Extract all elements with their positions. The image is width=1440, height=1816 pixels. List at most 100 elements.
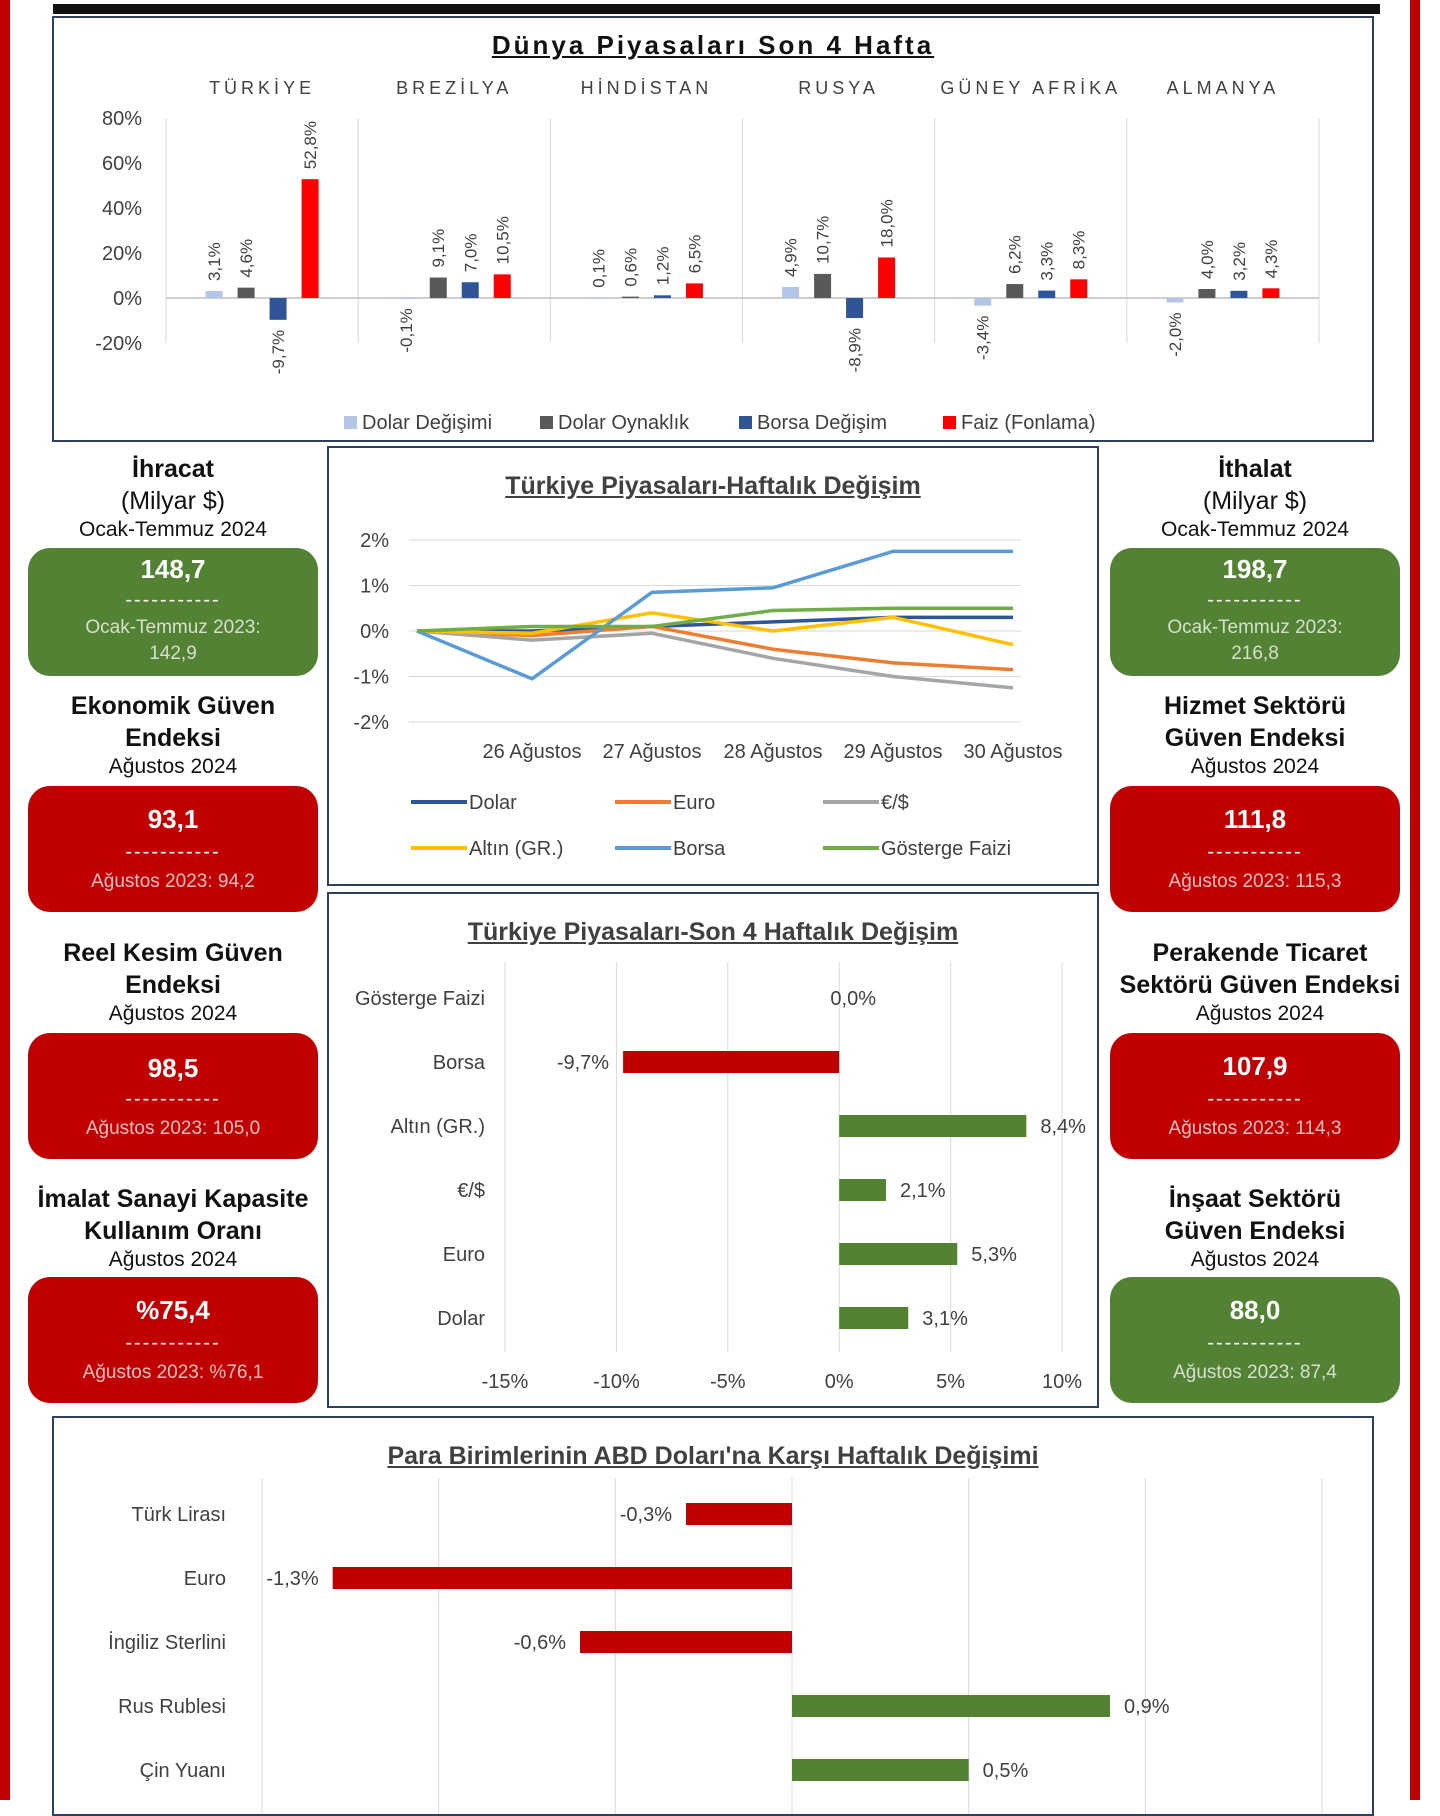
bar	[792, 1759, 969, 1781]
legend-label: Faiz (Fonlama)	[961, 412, 1095, 434]
legend-label: Dolar	[469, 792, 517, 814]
bar-value-label: 3,1%	[205, 242, 224, 281]
insaat-period: Ağustos 2024	[1190, 1248, 1320, 1271]
bar-value-label: 3,1%	[922, 1308, 968, 1330]
imalat-card: %75,4 ----------- Ağustos 2023: %76,1	[28, 1277, 318, 1403]
weekly-chart-title: Türkiye Piyasaları-Haftalık Değişim	[505, 472, 921, 500]
bar-dolar-de-i-imi	[397, 298, 415, 299]
bar	[792, 1695, 1110, 1717]
category-label: Borsa	[433, 1052, 486, 1074]
bar-value-label: -9,7%	[269, 330, 288, 374]
bar	[839, 1307, 909, 1329]
bar-value-label: 4,9%	[782, 238, 801, 277]
bar-value-label: 0,1%	[589, 249, 608, 288]
insaat-prev: Ağustos 2023: 87,4	[1173, 1362, 1337, 1383]
ihracat-title-line2: (Milyar $)	[120, 487, 226, 515]
x-tick-label: 29 Ağustos	[844, 741, 943, 763]
bar-value-label: 0,9%	[1124, 1696, 1170, 1718]
bar-dolar-de-i-imi	[782, 286, 800, 298]
category-label: Dolar	[437, 1308, 485, 1330]
perakende-divider: -----------	[1207, 1088, 1303, 1110]
ihracat-prev-label: Ocak-Temmuz 2023:	[85, 617, 261, 638]
bar	[839, 1115, 1027, 1137]
category-label: Euro	[443, 1244, 485, 1266]
bar-value-label: -0,3%	[620, 1504, 672, 1526]
ekonomik-title-line2: Endeksi	[125, 724, 221, 752]
ithalat-prev-label: Ocak-Temmuz 2023:	[1167, 617, 1343, 638]
bar-dolar-oynakl-k	[814, 273, 832, 298]
bar	[686, 1503, 792, 1525]
category-label: Gösterge Faizi	[355, 988, 485, 1010]
bar-dolar-oynakl-k	[621, 296, 639, 298]
insaat-title: İnşaat Sektörü Güven Endeksi	[1110, 1183, 1400, 1247]
ithalat-value: 198,7	[1222, 554, 1288, 584]
ekonomik-period: Ağustos 2024	[108, 755, 238, 778]
legend-label: Dolar Değişimi	[362, 412, 492, 434]
legend-label: Gösterge Faizi	[881, 838, 1011, 860]
bar-borsa-de-i-im	[846, 298, 864, 319]
reel-period: Ağustos 2024	[108, 1002, 238, 1025]
top-black-bar	[53, 4, 1380, 14]
ithalat-title-line2: (Milyar $)	[1202, 487, 1308, 515]
bar-dolar-oynakl-k	[237, 287, 255, 298]
legend-swatch	[344, 416, 357, 429]
legend-label: Borsa	[673, 838, 726, 860]
bar-value-label: 6,5%	[685, 235, 704, 274]
x-tick-label: 30 Ağustos	[964, 741, 1063, 763]
bar-value-label: 4,6%	[237, 239, 256, 278]
bar-value-label: 1,2%	[653, 247, 672, 286]
y-tick-label: 1%	[360, 576, 389, 598]
legend-swatch	[540, 416, 553, 429]
category-label: Rus Rublesi	[118, 1696, 226, 1718]
y-tick-label: 2%	[360, 530, 389, 552]
ekonomik-guven-title: Ekonomik Güven Endeksi	[28, 690, 318, 754]
bar-borsa-de-i-im	[269, 298, 287, 320]
bar-value-label: 4,0%	[1198, 240, 1217, 279]
bar-borsa-de-i-im	[1230, 290, 1248, 298]
y-tick-label: 60%	[102, 153, 142, 175]
imalat-title-line2: Kullanım Oranı	[84, 1217, 262, 1245]
currency-chart-title: Para Birimlerinin ABD Doları'na Karşı Ha…	[387, 1442, 1039, 1470]
reel-value: 98,5	[147, 1053, 199, 1083]
perakende-card: 107,9 ----------- Ağustos 2023: 114,3	[1110, 1033, 1400, 1159]
bar-value-label: 4,3%	[1262, 240, 1281, 279]
bar-value-label: 5,3%	[971, 1244, 1017, 1266]
line-g-sterge-faizi	[416, 606, 1013, 633]
bar-value-label: 9,1%	[429, 229, 448, 268]
legend-label: €/$	[881, 792, 909, 814]
y-tick-label: 40%	[102, 198, 142, 220]
y-tick-label: 0%	[360, 621, 389, 643]
legend-label: Altın (GR.)	[469, 838, 563, 860]
reel-prev: Ağustos 2023: 105,0	[85, 1118, 261, 1139]
imalat-period: Ağustos 2024	[108, 1248, 238, 1271]
bar-value-label: 3,2%	[1230, 242, 1249, 281]
perakende-value: 107,9	[1222, 1051, 1288, 1081]
x-tick-label: 5%	[936, 1371, 965, 1393]
ihracat-period: Ocak-Temmuz 2024	[79, 518, 267, 541]
bar-value-label: -0,6%	[514, 1632, 566, 1654]
bar-value-label: 8,4%	[1040, 1116, 1086, 1138]
ekonomik-prev: Ağustos 2023: 94,2	[91, 871, 255, 892]
y-tick-label: 20%	[102, 243, 142, 265]
x-tick-label: -5%	[710, 1371, 746, 1393]
ekonomik-divider: -----------	[125, 841, 221, 863]
imalat-title-line1: İmalat Sanayi Kapasite	[37, 1185, 309, 1213]
bar-dolar-de-i-imi	[1166, 298, 1184, 303]
hizmet-card: 111,8 ----------- Ağustos 2023: 115,3	[1110, 786, 1400, 912]
bar-faiz-fonlama-	[1070, 279, 1088, 298]
currency-panel: Para Birimlerinin ABD Doları'na Karşı Ha…	[52, 1416, 1374, 1816]
bar-value-label: 3,3%	[1038, 242, 1057, 281]
x-tick-label: 28 Ağustos	[724, 741, 823, 763]
insaat-divider: -----------	[1207, 1332, 1303, 1354]
ithalat-prev-value: 216,8	[1231, 643, 1279, 664]
ekonomik-title-line1: Ekonomik Güven	[70, 692, 276, 720]
bar-dolar-oynakl-k	[1006, 284, 1024, 298]
bar-dolar-de-i-imi	[205, 291, 223, 298]
ihracat-value: 148,7	[140, 554, 206, 584]
bar-dolar-de-i-imi	[589, 297, 607, 299]
bar-value-label: 52,8%	[301, 121, 320, 169]
bar-value-label: 7,0%	[461, 234, 480, 273]
four-week-panel: Türkiye Piyasaları-Son 4 Haftalık Değişi…	[327, 892, 1099, 1408]
category-label: Çin Yuanı	[140, 1760, 226, 1782]
ihracat-prev-value: 142,9	[149, 643, 197, 664]
